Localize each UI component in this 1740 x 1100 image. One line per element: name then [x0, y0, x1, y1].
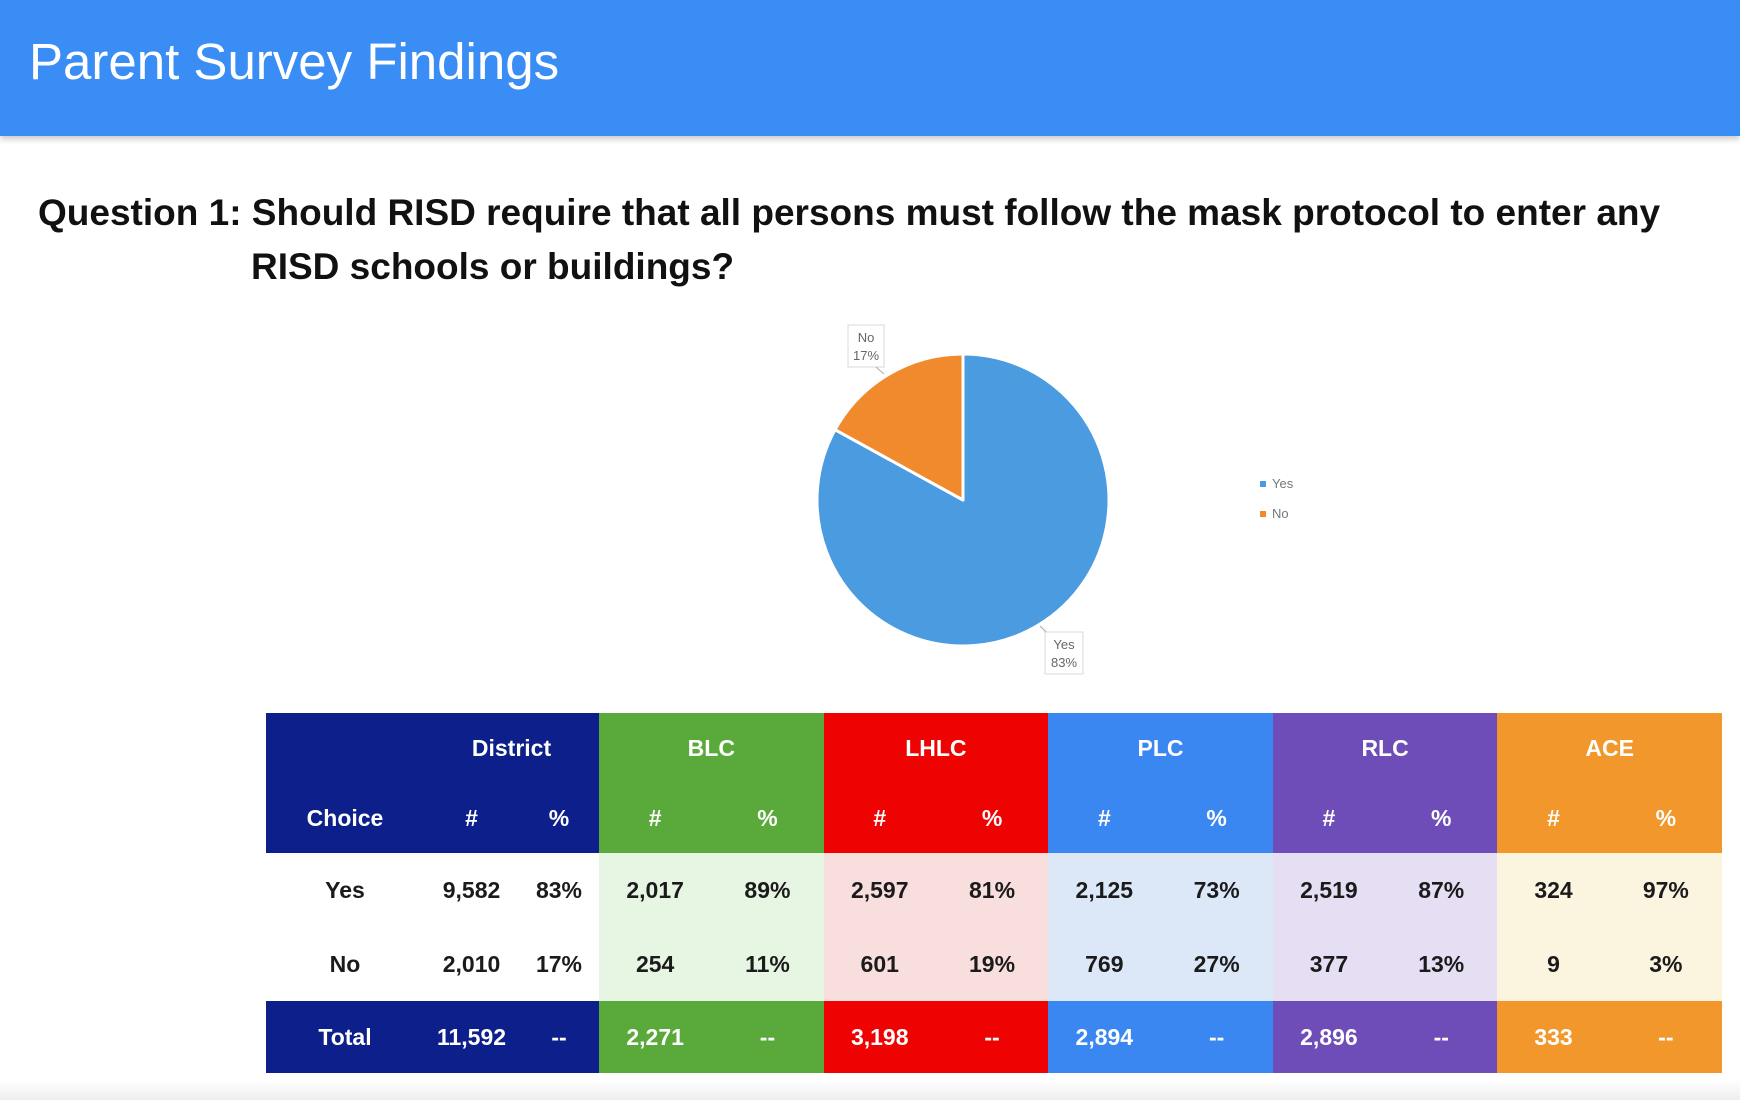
cell-rlc-yes-pct: 87% [1385, 853, 1498, 927]
cell-plc-yes-count: 2,125 [1048, 853, 1161, 927]
group-header-rlc: RLC [1272, 713, 1498, 783]
cell-lhlc-yes-count: 2,597 [823, 853, 936, 927]
row-label-total: Total [266, 1001, 424, 1073]
group-header-lhlc: LHLC [823, 713, 1049, 783]
column-header-count: # [823, 783, 936, 853]
cell-district-total-count: 11,592 [424, 1001, 519, 1073]
cell-blc-no-count: 254 [599, 927, 712, 1001]
bottom-edge [0, 1080, 1740, 1100]
question-text: Question 1: Should RISD require that all… [38, 186, 1718, 294]
cell-lhlc-total-pct: -- [935, 1001, 1049, 1073]
callout-box-no [847, 324, 885, 368]
cell-blc-yes-pct: 89% [711, 853, 824, 927]
cell-plc-no-count: 769 [1048, 927, 1161, 1001]
cell-blc-no-pct: 11% [711, 927, 824, 1001]
pie-chart: No 17% Yes 83% Yes No [815, 324, 1294, 675]
column-header-count: # [424, 783, 519, 853]
question-line-2: RISD schools or buildings? [251, 246, 735, 287]
table-row-total: Total 11,592 -- 2,271 -- 3,198 -- 2,894 … [266, 1001, 1722, 1073]
table-row-yes: Yes 9,582 83% 2,017 89% 2,597 81% 2,125 … [266, 853, 1722, 927]
chart-legend: Yes No [1260, 476, 1294, 521]
callout-leader-yes [1039, 625, 1047, 633]
results-table: District BLC LHLC PLC RLC ACE Choice # %… [266, 713, 1722, 1073]
page-title: Parent Survey Findings [29, 33, 560, 90]
cell-district-total-pct: -- [519, 1001, 599, 1073]
cell-plc-yes-pct: 73% [1160, 853, 1273, 927]
row-label-no: No [266, 927, 424, 1001]
question-number: Question 1: [38, 192, 242, 233]
cell-rlc-no-pct: 13% [1385, 927, 1498, 1001]
pie-slice-no [833, 352, 965, 502]
column-header-count: # [1272, 783, 1386, 853]
column-header-pct: % [935, 783, 1049, 853]
cell-ace-no-count: 9 [1497, 927, 1610, 1001]
cell-plc-total-pct: -- [1160, 1001, 1273, 1073]
cell-ace-total-count: 333 [1497, 1001, 1610, 1073]
column-header-choice: Choice [266, 783, 424, 853]
cell-rlc-yes-count: 2,519 [1272, 853, 1386, 927]
cell-lhlc-total-count: 3,198 [823, 1001, 936, 1073]
cell-blc-total-count: 2,271 [599, 1001, 712, 1073]
question-line-1: Should RISD require that all persons mus… [241, 192, 1661, 233]
cell-district-no-pct: 17% [519, 927, 599, 1001]
callout-leader-no [875, 366, 885, 375]
cell-district-yes-count: 9,582 [424, 853, 519, 927]
cell-rlc-total-pct: -- [1385, 1001, 1498, 1073]
cell-lhlc-no-count: 601 [823, 927, 936, 1001]
column-header-count: # [1497, 783, 1610, 853]
column-header-pct: % [1160, 783, 1273, 853]
cell-blc-total-pct: -- [711, 1001, 824, 1073]
callout-value-yes: 83% [1051, 655, 1077, 670]
cell-ace-no-pct: 3% [1609, 927, 1722, 1001]
legend-swatch-yes [1260, 481, 1266, 487]
cell-district-yes-pct: 83% [519, 853, 599, 927]
cell-lhlc-no-pct: 19% [935, 927, 1049, 1001]
column-header-pct: % [1609, 783, 1722, 853]
column-header-count: # [1048, 783, 1161, 853]
callout-box-yes [1044, 631, 1084, 675]
legend-label-no: No [1272, 506, 1289, 521]
cell-district-no-count: 2,010 [424, 927, 519, 1001]
row-label-yes: Yes [266, 853, 424, 927]
callout-value-no: 17% [853, 348, 879, 363]
callout-name-no: No [858, 330, 875, 345]
cell-ace-total-pct: -- [1609, 1001, 1722, 1073]
cell-plc-no-pct: 27% [1160, 927, 1273, 1001]
cell-ace-yes-count: 324 [1497, 853, 1610, 927]
table-row-no: No 2,010 17% 254 11% 601 19% 769 27% 377… [266, 927, 1722, 1001]
callout-name-yes: Yes [1053, 637, 1075, 652]
column-header-pct: % [1385, 783, 1498, 853]
header-blank [266, 713, 424, 783]
pie-callouts: No 17% Yes 83% [847, 324, 1084, 675]
header-bar: Parent Survey Findings [0, 0, 1740, 136]
cell-rlc-total-count: 2,896 [1272, 1001, 1386, 1073]
cell-lhlc-yes-pct: 81% [935, 853, 1049, 927]
legend-swatch-no [1260, 511, 1266, 517]
group-header-blc: BLC [599, 713, 824, 783]
cell-plc-total-count: 2,894 [1048, 1001, 1161, 1073]
cell-rlc-no-count: 377 [1272, 927, 1386, 1001]
cell-blc-yes-count: 2,017 [599, 853, 712, 927]
table-header-groups: District BLC LHLC PLC RLC ACE [266, 713, 1722, 783]
column-header-pct: % [711, 783, 824, 853]
table-header-columns: Choice # % # % # % # % # % # % [266, 783, 1722, 853]
group-header-ace: ACE [1497, 713, 1722, 783]
legend-label-yes: Yes [1272, 476, 1294, 491]
cell-ace-yes-pct: 97% [1609, 853, 1722, 927]
column-header-count: # [599, 783, 712, 853]
pie-slices [815, 352, 1111, 648]
group-header-plc: PLC [1048, 713, 1273, 783]
group-header-district: District [424, 713, 599, 783]
column-header-pct: % [519, 783, 599, 853]
